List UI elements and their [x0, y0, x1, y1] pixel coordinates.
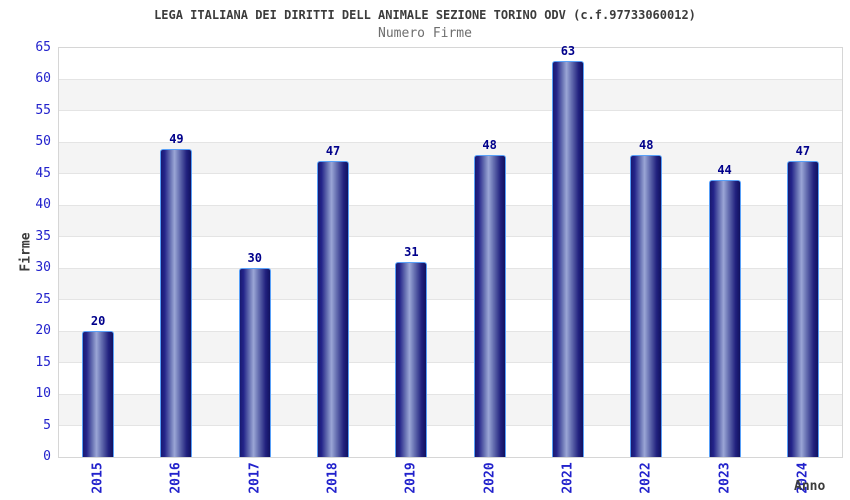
- x-tick-label: 2016: [168, 462, 184, 494]
- x-tick-label: 2021: [560, 462, 576, 494]
- bar-2019: [395, 261, 428, 457]
- bar-value-label: 48: [482, 137, 497, 152]
- x-tick-label: 2015: [90, 462, 106, 494]
- bar-2022: [630, 154, 663, 457]
- x-tick-label: 2019: [403, 462, 419, 494]
- bar-value-label: 47: [795, 144, 811, 159]
- bar-value-label: 63: [560, 43, 576, 58]
- x-tick-label: 2023: [717, 462, 733, 494]
- y-tick-label: 50: [35, 134, 51, 150]
- bar-2018: [317, 161, 350, 457]
- y-tick-label: 45: [35, 165, 51, 181]
- bar-value-label: 49: [169, 131, 184, 146]
- y-tick-label: 40: [35, 197, 51, 213]
- bars-layer: 20 49 30 47 31 48 63 48 44 47: [59, 44, 842, 457]
- x-axis-title: Anno: [794, 479, 826, 494]
- bar-value-label: 30: [247, 251, 262, 266]
- bar-value-label: 48: [639, 137, 654, 152]
- plot-band: [59, 48, 842, 80]
- chart-subtitle: Numero Firme: [378, 26, 472, 41]
- bar-2020: [473, 154, 506, 457]
- bar-2024: [786, 161, 819, 457]
- x-tick-label: 2018: [325, 462, 341, 494]
- y-tick-label: 55: [35, 102, 51, 118]
- bar-value-label: 47: [325, 144, 341, 159]
- bar-value-label: 20: [90, 314, 106, 329]
- bar-2016: [160, 148, 193, 457]
- x-tick-label: 2017: [247, 462, 263, 494]
- y-tick-label: 35: [35, 228, 51, 244]
- y-tick-label: 10: [35, 386, 51, 402]
- y-tick-label: 60: [35, 71, 51, 87]
- bar-2021: [551, 60, 584, 457]
- bar-2017: [238, 268, 271, 457]
- y-tick-label: 65: [35, 40, 51, 55]
- y-tick-label: 0: [43, 449, 51, 464]
- y-tick-label: 30: [35, 260, 51, 276]
- y-tick-label: 15: [35, 354, 51, 370]
- plot-band: [59, 79, 842, 112]
- plot-band: [59, 111, 842, 143]
- bar-value-label: 44: [717, 163, 732, 178]
- chart-title: LEGA ITALIANA DEI DIRITTI DELL ANIMALE S…: [154, 8, 696, 22]
- x-tick-label: 2020: [482, 462, 498, 494]
- bar-2015: [82, 331, 115, 457]
- y-tick-label: 20: [35, 323, 51, 339]
- y-tick-label: 5: [43, 417, 51, 433]
- y-tick-label: 25: [35, 291, 51, 307]
- plot-area: 20 49 30 47 31 48 63 48 44 47: [58, 44, 843, 458]
- bar-2023: [708, 180, 741, 457]
- bar-value-label: 31: [404, 244, 419, 259]
- x-tick-label: 2022: [638, 462, 654, 494]
